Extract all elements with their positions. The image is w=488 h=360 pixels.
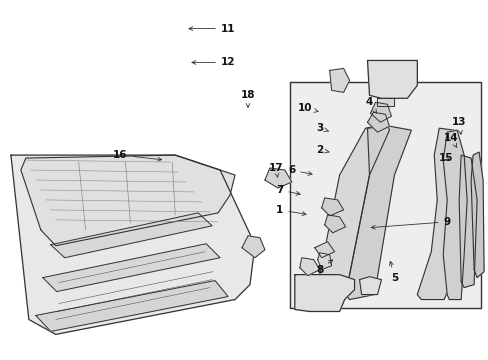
Polygon shape [314, 242, 334, 258]
Polygon shape [242, 236, 264, 258]
Text: 13: 13 [451, 117, 466, 134]
Polygon shape [345, 126, 410, 300]
Text: 3: 3 [315, 123, 328, 133]
Polygon shape [442, 130, 466, 300]
Text: 12: 12 [191, 58, 235, 67]
Polygon shape [370, 102, 390, 122]
Text: 15: 15 [438, 153, 452, 163]
Polygon shape [377, 98, 394, 106]
Polygon shape [321, 198, 343, 216]
Text: 1: 1 [276, 205, 305, 216]
Text: 16: 16 [113, 150, 162, 161]
Polygon shape [367, 112, 388, 132]
Polygon shape [264, 168, 291, 188]
Text: 2: 2 [315, 145, 328, 155]
Polygon shape [324, 215, 345, 233]
Polygon shape [315, 124, 388, 300]
Polygon shape [51, 213, 212, 258]
Text: 10: 10 [297, 103, 318, 113]
Polygon shape [42, 244, 220, 292]
Text: 18: 18 [240, 90, 255, 107]
Polygon shape [289, 82, 480, 307]
Polygon shape [458, 155, 476, 288]
Text: 17: 17 [268, 163, 283, 177]
Text: 8: 8 [315, 260, 332, 275]
Polygon shape [329, 68, 349, 92]
Polygon shape [299, 258, 319, 276]
Text: 9: 9 [370, 217, 450, 229]
Text: 4: 4 [365, 97, 376, 113]
Text: 7: 7 [276, 185, 300, 195]
Polygon shape [470, 152, 483, 278]
Polygon shape [317, 253, 331, 270]
Text: 5: 5 [388, 261, 397, 283]
Text: 14: 14 [443, 133, 458, 147]
Polygon shape [36, 280, 227, 332]
Polygon shape [21, 155, 235, 246]
Text: 11: 11 [188, 24, 235, 33]
Polygon shape [367, 60, 416, 98]
Polygon shape [416, 128, 463, 300]
Polygon shape [11, 155, 254, 334]
Text: 6: 6 [287, 165, 311, 175]
Polygon shape [359, 276, 381, 294]
Polygon shape [294, 275, 354, 311]
